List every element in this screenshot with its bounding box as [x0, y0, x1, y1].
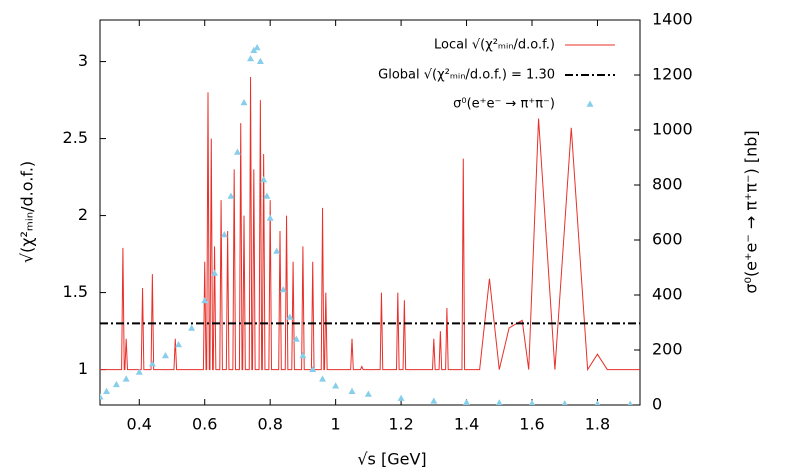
y-tick-label: 2 [78, 205, 88, 224]
data-point [122, 375, 130, 382]
y2-tick-label: 600 [652, 230, 683, 249]
y2-tick-label: 1200 [652, 65, 693, 84]
data-point [253, 44, 261, 51]
data-point [211, 269, 219, 276]
data-point [175, 341, 183, 348]
data-point [201, 297, 209, 304]
y2-tick-label: 1000 [652, 120, 693, 139]
data-point [529, 399, 535, 405]
data-point [562, 400, 568, 405]
x-axis-label: √s [GeV] [357, 450, 426, 469]
plot-frame [99, 19, 641, 406]
y-tick-label: 1.5 [63, 282, 88, 301]
data-point [319, 375, 327, 382]
x-tick-label: 0.6 [192, 415, 217, 434]
y2-axis-label: σ⁰(e⁺e⁻ → π⁺π⁻) [nb] [742, 130, 761, 293]
data-point [240, 99, 248, 106]
x-tick-label: 1.4 [454, 415, 479, 434]
y2-tick-label: 200 [652, 340, 683, 359]
data-point [364, 390, 372, 397]
data-point [263, 192, 271, 199]
data-point [103, 387, 111, 395]
data-point [135, 368, 143, 375]
data-point [594, 400, 601, 405]
data-point [332, 382, 340, 389]
data-point [273, 247, 281, 254]
legend-label: Global √(χ²ₘᵢₙ/d.o.f.) = 1.30 [378, 68, 555, 83]
y2-tick-label: 0 [652, 395, 662, 414]
legend-label: σ⁰(e⁺e⁻ → π⁺π⁻) [453, 97, 555, 112]
data-point [256, 57, 264, 65]
y-tick-label: 3 [78, 51, 88, 70]
x-tick-label: 1.8 [585, 415, 610, 434]
data-point [397, 394, 405, 401]
data-point [100, 393, 104, 400]
data-point [496, 399, 503, 405]
data-point [227, 192, 235, 199]
y-tick-label: 1 [78, 359, 88, 378]
x-tick-label: 1.2 [388, 415, 413, 434]
y-tick-label: 2.5 [63, 128, 88, 147]
legend-marker [586, 100, 594, 107]
x-tick-label: 1.6 [519, 415, 544, 434]
y2-tick-label: 800 [652, 175, 683, 194]
data-point [430, 397, 438, 404]
legend-label: Local √(χ²ₘᵢₙ/d.o.f.) [434, 38, 555, 53]
data-point [112, 380, 120, 388]
data-point [260, 176, 268, 183]
data-point [233, 148, 241, 155]
y2-tick-label: 1400 [652, 10, 693, 29]
data-point [188, 324, 196, 331]
data-point [463, 398, 471, 405]
data-point [309, 365, 317, 373]
data-point [247, 55, 255, 62]
x-tick-label: 0.8 [257, 415, 282, 434]
series-line [100, 76, 640, 372]
data-point [266, 214, 274, 221]
data-point [627, 400, 633, 405]
data-point [292, 335, 300, 342]
y2-tick-label: 400 [652, 285, 683, 304]
x-tick-label: 1 [331, 415, 341, 434]
y-axis-label: √(χ²ₘᵢₙ/d.o.f.) [18, 161, 37, 263]
data-point [348, 387, 356, 395]
data-point [220, 231, 228, 238]
data-point [148, 360, 156, 367]
data-point [286, 313, 294, 320]
data-point [299, 352, 307, 359]
x-tick-label: 0.4 [127, 415, 152, 434]
data-point [279, 286, 287, 293]
data-point [161, 352, 169, 359]
